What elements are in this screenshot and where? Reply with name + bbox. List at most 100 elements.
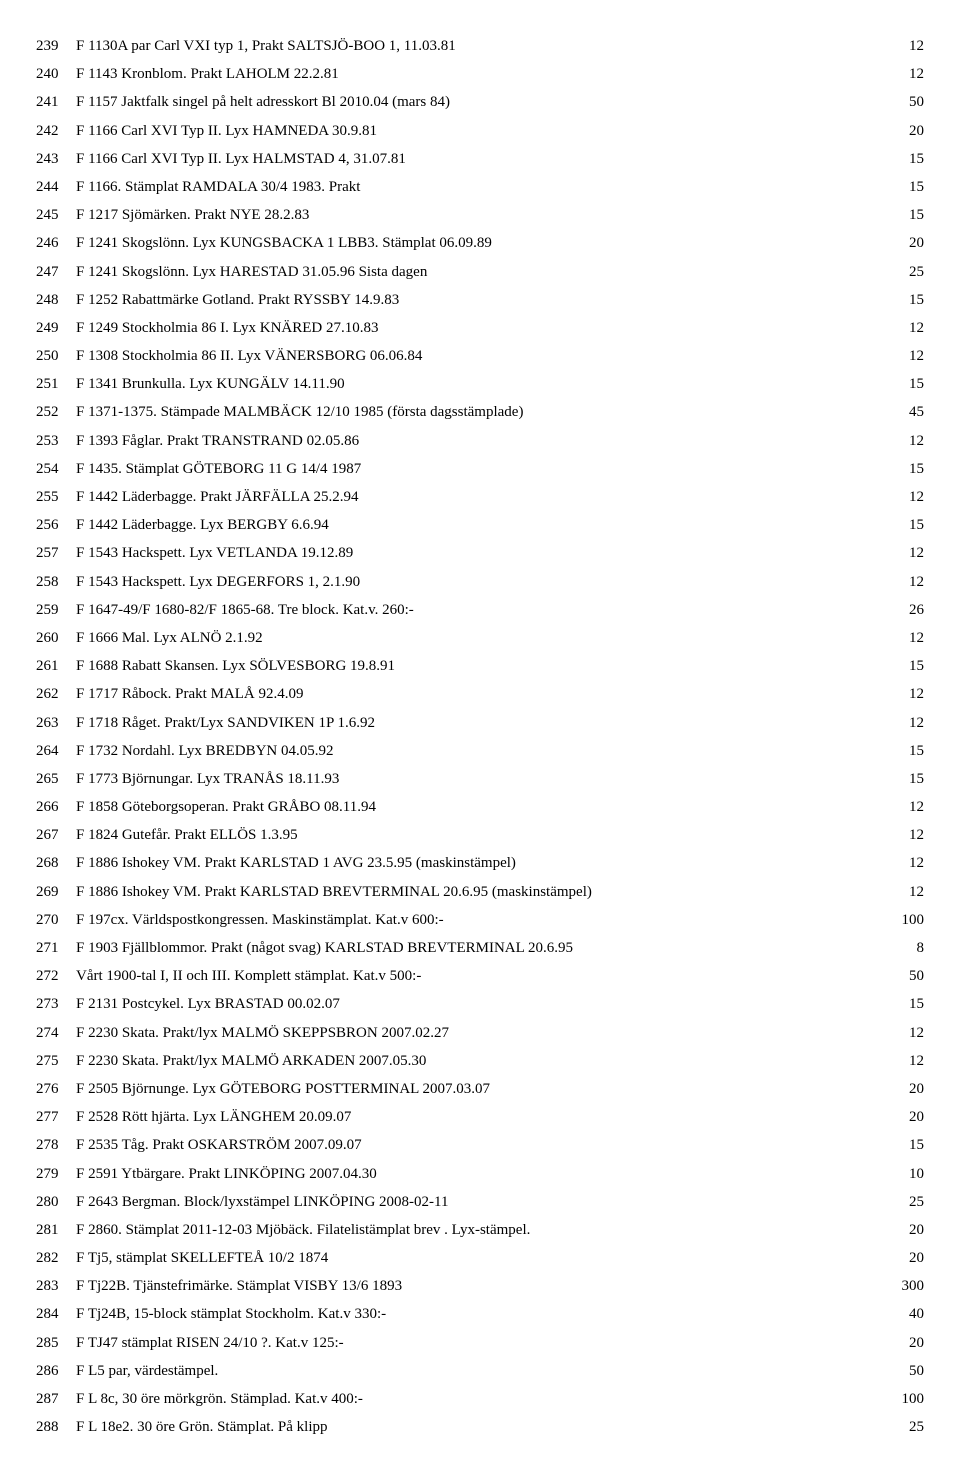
lot-price: 12 [876, 568, 924, 596]
lot-number: 255 [36, 483, 76, 511]
catalog-row: 279F 2591 Ytbärgare. Prakt LINKÖPING 200… [36, 1160, 924, 1188]
lot-number: 283 [36, 1272, 76, 1300]
lot-price: 40 [876, 1300, 924, 1328]
lot-number: 249 [36, 314, 76, 342]
catalog-row: 254F 1435. Stämplat GÖTEBORG 11 G 14/4 1… [36, 455, 924, 483]
lot-description: F L5 par, värdestämpel. [76, 1357, 876, 1385]
lot-description: F 1543 Hackspett. Lyx VETLANDA 19.12.89 [76, 539, 876, 567]
catalog-row: 263F 1718 Råget. Prakt/Lyx SANDVIKEN 1P … [36, 709, 924, 737]
catalog-row: 281F 2860. Stämplat 2011-12-03 Mjöbäck. … [36, 1216, 924, 1244]
lot-price: 12 [876, 821, 924, 849]
lot-number: 271 [36, 934, 76, 962]
lot-number: 266 [36, 793, 76, 821]
lot-description: F 1166 Carl XVI Typ II. Lyx HALMSTAD 4, … [76, 145, 876, 173]
lot-number: 287 [36, 1385, 76, 1413]
lot-price: 26 [876, 596, 924, 624]
lot-price: 12 [876, 32, 924, 60]
lot-price: 20 [876, 1244, 924, 1272]
lot-description: F 1647-49/F 1680-82/F 1865-68. Tre block… [76, 596, 876, 624]
catalog-row: 260F 1666 Mal. Lyx ALNÖ 2.1.9212 [36, 624, 924, 652]
lot-description: F 1543 Hackspett. Lyx DEGERFORS 1, 2.1.9… [76, 568, 876, 596]
lot-price: 15 [876, 765, 924, 793]
lot-number: 246 [36, 229, 76, 257]
lot-number: 288 [36, 1413, 76, 1441]
lot-price: 20 [876, 1075, 924, 1103]
catalog-row: 270F 197cx. Världspostkongressen. Maskin… [36, 906, 924, 934]
lot-price: 20 [876, 229, 924, 257]
lot-description: F 1393 Fåglar. Prakt TRANSTRAND 02.05.86 [76, 427, 876, 455]
lot-price: 15 [876, 455, 924, 483]
lot-price: 15 [876, 737, 924, 765]
lot-number: 259 [36, 596, 76, 624]
lot-number: 247 [36, 258, 76, 286]
lot-price: 15 [876, 145, 924, 173]
lot-description: F 1130A par Carl VXI typ 1, Prakt SALTSJ… [76, 32, 876, 60]
lot-price: 12 [876, 314, 924, 342]
lot-number: 286 [36, 1357, 76, 1385]
lot-price: 12 [876, 483, 924, 511]
catalog-row: 265F 1773 Björnungar. Lyx TRANÅS 18.11.9… [36, 765, 924, 793]
catalog-row: 251F 1341 Brunkulla. Lyx KUNGÄLV 14.11.9… [36, 370, 924, 398]
lot-price: 15 [876, 173, 924, 201]
lot-description: F 197cx. Världspostkongressen. Maskinstä… [76, 906, 876, 934]
catalog-row: 248F 1252 Rabattmärke Gotland. Prakt RYS… [36, 286, 924, 314]
lot-number: 279 [36, 1160, 76, 1188]
lot-number: 253 [36, 427, 76, 455]
lot-description: F 1241 Skogslönn. Lyx KUNGSBACKA 1 LBB3.… [76, 229, 876, 257]
lot-description: F 1717 Råbock. Prakt MALÅ 92.4.09 [76, 680, 876, 708]
lot-description: Vårt 1900-tal I, II och III. Komplett st… [76, 962, 876, 990]
lot-price: 12 [876, 793, 924, 821]
lot-description: F 2528 Rött hjärta. Lyx LÄNGHEM 20.09.07 [76, 1103, 876, 1131]
lot-description: F 1858 Göteborgsoperan. Prakt GRÅBO 08.1… [76, 793, 876, 821]
lot-price: 12 [876, 624, 924, 652]
catalog-row: 286F L5 par, värdestämpel.50 [36, 1357, 924, 1385]
lot-price: 12 [876, 60, 924, 88]
lot-description: F 1718 Råget. Prakt/Lyx SANDVIKEN 1P 1.6… [76, 709, 876, 737]
lot-price: 15 [876, 201, 924, 229]
lot-price: 100 [876, 906, 924, 934]
lot-price: 15 [876, 652, 924, 680]
lot-number: 280 [36, 1188, 76, 1216]
lot-number: 251 [36, 370, 76, 398]
lot-price: 12 [876, 1047, 924, 1075]
lot-price: 8 [876, 934, 924, 962]
lot-description: F 1217 Sjömärken. Prakt NYE 28.2.83 [76, 201, 876, 229]
lot-description: F 1824 Gutefår. Prakt ELLÖS 1.3.95 [76, 821, 876, 849]
catalog-row: 278F 2535 Tåg. Prakt OSKARSTRÖM 2007.09.… [36, 1131, 924, 1159]
lot-number: 274 [36, 1019, 76, 1047]
lot-price: 12 [876, 709, 924, 737]
lot-description: F 2591 Ytbärgare. Prakt LINKÖPING 2007.0… [76, 1160, 876, 1188]
lot-description: F 1886 Ishokey VM. Prakt KARLSTAD 1 AVG … [76, 849, 876, 877]
lot-price: 25 [876, 258, 924, 286]
lot-description: F 1666 Mal. Lyx ALNÖ 2.1.92 [76, 624, 876, 652]
lot-description: F 1241 Skogslönn. Lyx HARESTAD 31.05.96 … [76, 258, 876, 286]
lot-number: 277 [36, 1103, 76, 1131]
catalog-row: 288F L 18e2. 30 öre Grön. Stämplat. På k… [36, 1413, 924, 1441]
lot-description: F 2643 Bergman. Block/lyxstämpel LINKÖPI… [76, 1188, 876, 1216]
lot-description: F 1903 Fjällblommor. Prakt (något svag) … [76, 934, 876, 962]
lot-price: 12 [876, 680, 924, 708]
lot-price: 12 [876, 1019, 924, 1047]
catalog-row: 255F 1442 Läderbagge. Prakt JÄRFÄLLA 25.… [36, 483, 924, 511]
lot-number: 275 [36, 1047, 76, 1075]
lot-description: F 1773 Björnungar. Lyx TRANÅS 18.11.93 [76, 765, 876, 793]
lot-price: 50 [876, 1357, 924, 1385]
catalog-row: 280F 2643 Bergman. Block/lyxstämpel LINK… [36, 1188, 924, 1216]
lot-description: F 1442 Läderbagge. Prakt JÄRFÄLLA 25.2.9… [76, 483, 876, 511]
catalog-row: 257F 1543 Hackspett. Lyx VETLANDA 19.12.… [36, 539, 924, 567]
lot-number: 243 [36, 145, 76, 173]
catalog-row: 242F 1166 Carl XVI Typ II. Lyx HAMNEDA 3… [36, 117, 924, 145]
catalog-row: 276F 2505 Björnunge. Lyx GÖTEBORG POSTTE… [36, 1075, 924, 1103]
lot-number: 265 [36, 765, 76, 793]
lot-price: 50 [876, 962, 924, 990]
lot-number: 285 [36, 1329, 76, 1357]
lot-number: 241 [36, 88, 76, 116]
catalog-row: 267F 1824 Gutefår. Prakt ELLÖS 1.3.9512 [36, 821, 924, 849]
catalog-row: 259F 1647-49/F 1680-82/F 1865-68. Tre bl… [36, 596, 924, 624]
lot-number: 267 [36, 821, 76, 849]
lot-price: 10 [876, 1160, 924, 1188]
catalog-row: 239F 1130A par Carl VXI typ 1, Prakt SAL… [36, 32, 924, 60]
lot-description: F 1341 Brunkulla. Lyx KUNGÄLV 14.11.90 [76, 370, 876, 398]
lot-number: 284 [36, 1300, 76, 1328]
lot-description: F 1308 Stockholmia 86 II. Lyx VÄNERSBORG… [76, 342, 876, 370]
